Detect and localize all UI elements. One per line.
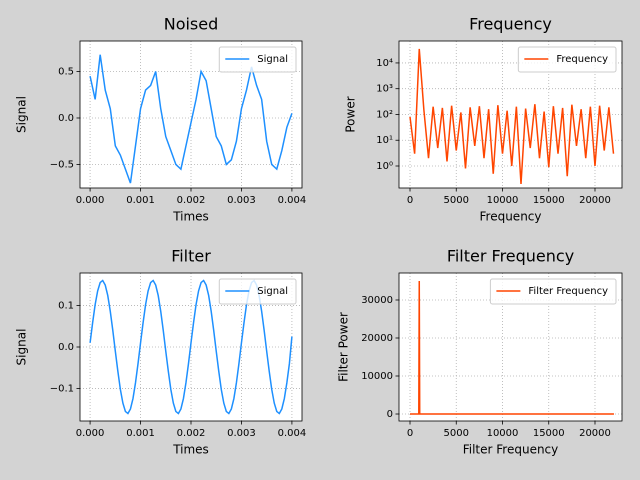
legend-box [489, 278, 617, 305]
x-tick-label: 0.003 [227, 428, 256, 439]
x-tick-label: 0.004 [278, 195, 307, 206]
y-axis-label: Signal [15, 96, 29, 133]
subplot: 0.000 0.001 0.002 0.003 0.004 −0.1 0.0 0.1 Filte… [15, 247, 307, 457]
y-tick-label: 0.1 [58, 300, 74, 311]
axes-frame [398, 272, 623, 422]
axes-frame [79, 40, 303, 189]
subplot-title: Frequency [469, 15, 552, 34]
y-tick-label: 10² [376, 109, 393, 120]
legend-label: Frequency [556, 54, 608, 65]
x-tick-label: 15000 [533, 428, 565, 439]
legend-box [218, 278, 297, 305]
y-tick-label: 20000 [361, 333, 393, 344]
x-tick-label: 10000 [487, 195, 519, 206]
y-tick-label: 10⁰ [376, 161, 393, 172]
y-tick-label: 10⁴ [376, 58, 393, 69]
subplot: 0 5000 10000 15000 20000 0 10000 20000 30000 Filt… [337, 247, 623, 457]
y-tick-label: 10³ [376, 84, 393, 95]
y-tick-label: 0 [387, 409, 393, 420]
x-tick-label: 0.000 [76, 428, 105, 439]
x-axis-label: Filter Frequency [463, 443, 559, 457]
x-tick-label: 20000 [579, 195, 611, 206]
axes-frame [398, 40, 623, 189]
y-tick-label: −0.5 [50, 159, 74, 170]
subplot-title: Filter Frequency [447, 247, 574, 266]
x-tick-label: 0 [407, 428, 413, 439]
x-tick-label: 0.000 [76, 195, 105, 206]
x-axis-label: Times [172, 210, 209, 224]
x-tick-label: 0.001 [126, 195, 155, 206]
x-tick-label: 5000 [444, 428, 469, 439]
x-tick-label: 0.003 [227, 195, 256, 206]
x-tick-label: 0.001 [126, 428, 155, 439]
axes-frame [79, 272, 303, 422]
series-line [89, 54, 293, 184]
y-tick-label: 0.0 [58, 342, 74, 353]
series-line [409, 48, 615, 185]
x-axis-label: Times [172, 443, 209, 457]
x-axis-label: Frequency [480, 210, 542, 224]
x-tick-label: 15000 [533, 195, 565, 206]
y-tick-label: 0.0 [58, 113, 74, 124]
x-tick-label: 0.002 [177, 428, 206, 439]
series-line [410, 280, 614, 415]
y-tick-label: 30000 [361, 295, 393, 306]
subplot: 0 5000 10000 15000 20000 10⁰ 10¹ 10² 10³ 10⁴ Frequ… [344, 15, 623, 224]
x-tick-label: 0.004 [278, 428, 307, 439]
y-axis-label: Power [344, 96, 358, 132]
legend-box [517, 46, 617, 73]
y-axis-label: Filter Power [337, 312, 351, 382]
x-tick-label: 20000 [579, 428, 611, 439]
legend: Signal [218, 46, 297, 73]
legend-box [218, 46, 297, 73]
legend-label: Signal [257, 54, 288, 65]
subplot-title: Noised [164, 15, 219, 34]
legend-label: Filter Frequency [528, 286, 608, 297]
subplot-title: Filter [171, 247, 211, 266]
x-tick-label: 5000 [444, 195, 469, 206]
legend: Signal [218, 278, 297, 305]
legend: Filter Frequency [489, 278, 617, 305]
subplot: 0.000 0.001 0.002 0.003 0.004 −0.5 0.0 0.5 Noise… [15, 15, 307, 224]
y-tick-label: −0.1 [50, 384, 74, 395]
x-tick-label: 0.002 [177, 195, 206, 206]
y-tick-label: 10000 [361, 371, 393, 382]
x-tick-label: 10000 [487, 428, 519, 439]
y-tick-label: 0.5 [58, 66, 74, 77]
legend: Frequency [517, 46, 617, 73]
y-tick-label: 10¹ [376, 135, 393, 146]
y-axis-label: Signal [15, 329, 29, 366]
x-tick-label: 0 [407, 195, 413, 206]
legend-label: Signal [257, 286, 288, 297]
